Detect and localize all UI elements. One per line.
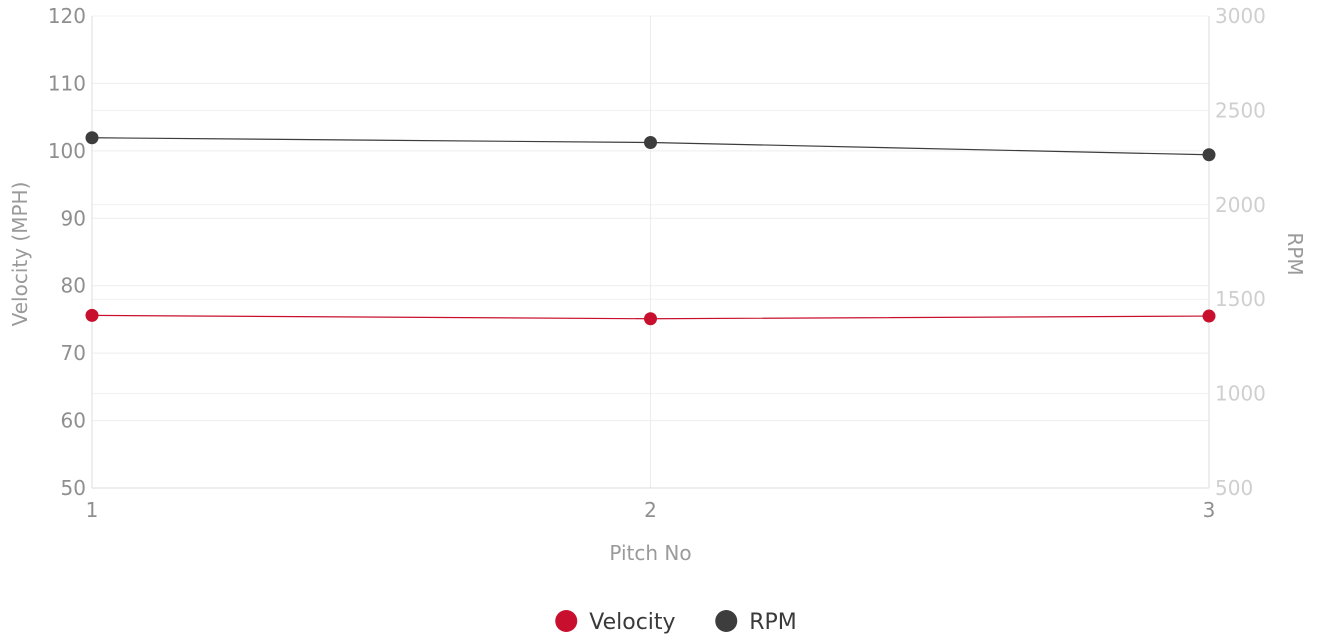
y-left-tick-label: 90 bbox=[61, 206, 86, 230]
axes bbox=[91, 16, 1210, 489]
data-point-velocity[interactable] bbox=[85, 308, 99, 322]
y-right-tick-label: 3000 bbox=[1215, 4, 1266, 28]
data-point-velocity[interactable] bbox=[644, 312, 657, 326]
data-point-rpm[interactable] bbox=[1202, 148, 1216, 162]
data-point-rpm[interactable] bbox=[85, 131, 99, 145]
y-axis-right-title: RPM bbox=[1283, 232, 1307, 275]
legend-label-rpm: RPM bbox=[749, 610, 797, 635]
x-axis-title: Pitch No bbox=[609, 541, 691, 565]
y-right-tick-label: 2000 bbox=[1215, 193, 1266, 217]
legend-item-velocity[interactable]: Velocity bbox=[555, 610, 676, 635]
grid bbox=[91, 15, 1210, 489]
data-point-velocity[interactable] bbox=[1202, 309, 1216, 323]
legend-label-velocity: Velocity bbox=[589, 610, 675, 635]
y-left-tick-label: 80 bbox=[61, 274, 86, 298]
x-tick-label: 3 bbox=[1203, 498, 1216, 522]
y-right-tick-label: 500 bbox=[1215, 476, 1253, 500]
y-right-tick-label: 2500 bbox=[1215, 98, 1266, 122]
y-left-tick-label: 70 bbox=[61, 341, 86, 365]
y-left-tick-label: 100 bbox=[48, 139, 86, 163]
y-left-tick-label: 60 bbox=[61, 409, 86, 433]
y-right-tick-label: 1000 bbox=[1215, 382, 1266, 406]
y-right-tick-label: 1500 bbox=[1215, 287, 1266, 311]
y-left-tick-label: 110 bbox=[48, 71, 86, 95]
y-axis-left-title: Velocity (MPH) bbox=[8, 182, 32, 327]
y-left-tick-label: 120 bbox=[48, 4, 86, 28]
legend: Velocity RPM bbox=[555, 610, 797, 635]
legend-marker-rpm bbox=[715, 610, 738, 632]
data-point-rpm[interactable] bbox=[644, 135, 657, 149]
axis-labels: 50 60 70 80 90 100 110 120 500 1000 1500 2000 2500 30… bbox=[8, 4, 1307, 565]
x-tick-label: 1 bbox=[86, 498, 99, 522]
legend-marker-velocity bbox=[555, 610, 578, 632]
series-layer bbox=[85, 131, 1216, 326]
y-left-tick-label: 50 bbox=[61, 476, 86, 500]
legend-item-rpm[interactable]: RPM bbox=[715, 610, 797, 635]
x-tick-label: 2 bbox=[644, 498, 657, 522]
